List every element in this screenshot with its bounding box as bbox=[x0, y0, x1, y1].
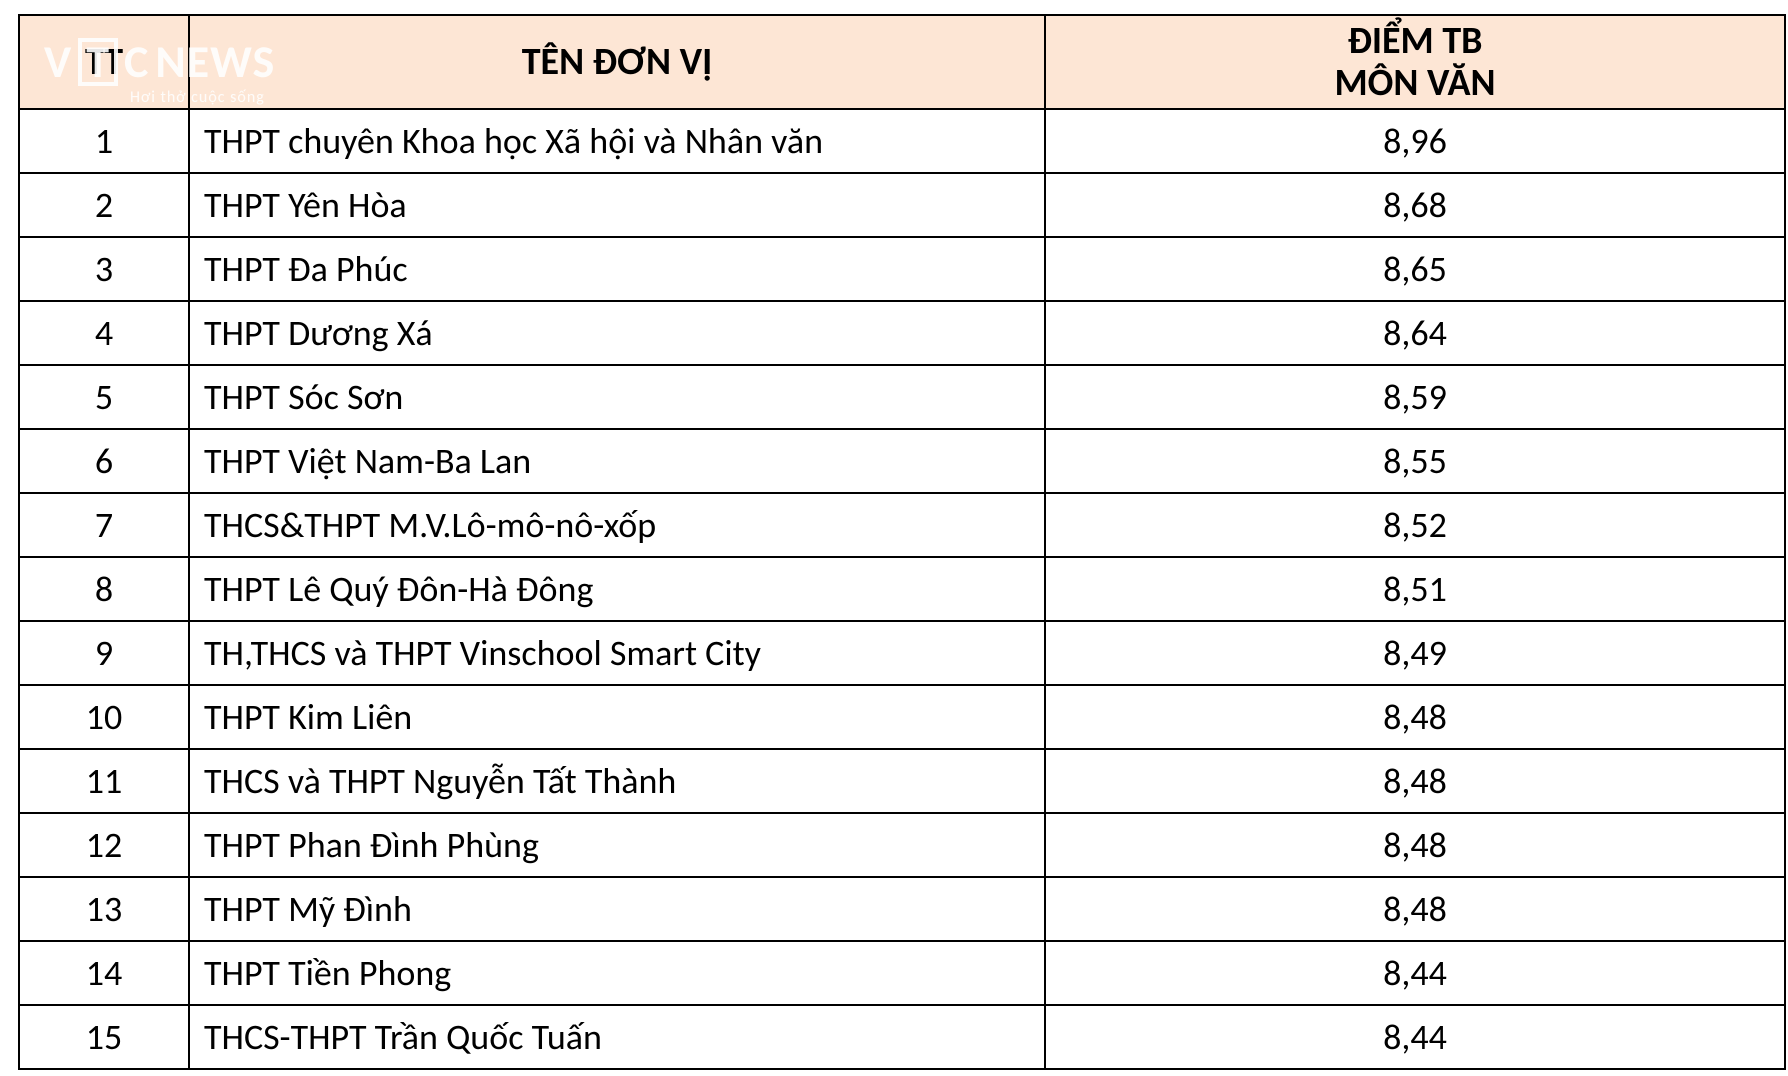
cell-name: TH,THCS và THPT Vinschool Smart City bbox=[189, 621, 1045, 685]
cell-score: 8,48 bbox=[1045, 685, 1785, 749]
cell-name: THCS&THPT M.V.Lô-mô-nô-xốp bbox=[189, 493, 1045, 557]
table-row: 10THPT Kim Liên8,48 bbox=[19, 685, 1785, 749]
cell-name: THPT Kim Liên bbox=[189, 685, 1045, 749]
table-row: 1THPT chuyên Khoa học Xã hội và Nhân văn… bbox=[19, 109, 1785, 173]
table-row: 5THPT Sóc Sơn8,59 bbox=[19, 365, 1785, 429]
table-row: 2THPT Yên Hòa8,68 bbox=[19, 173, 1785, 237]
cell-score: 8,51 bbox=[1045, 557, 1785, 621]
cell-score: 8,96 bbox=[1045, 109, 1785, 173]
table-row: 14THPT Tiền Phong8,44 bbox=[19, 941, 1785, 1005]
col-header-score-label: ĐIỂM TBMÔN VĂN bbox=[1056, 20, 1774, 104]
table-row: 8THPT Lê Quý Đôn-Hà Đông8,51 bbox=[19, 557, 1785, 621]
cell-score: 8,48 bbox=[1045, 813, 1785, 877]
cell-name: THPT Yên Hòa bbox=[189, 173, 1045, 237]
cell-name: THCS và THPT Nguyễn Tất Thành bbox=[189, 749, 1045, 813]
cell-rank: 11 bbox=[19, 749, 189, 813]
cell-name: THCS-THPT Trần Quốc Tuấn bbox=[189, 1005, 1045, 1069]
cell-rank: 1 bbox=[19, 109, 189, 173]
cell-name: THPT Phan Đình Phùng bbox=[189, 813, 1045, 877]
cell-score: 8,64 bbox=[1045, 301, 1785, 365]
table-row: 15THCS-THPT Trần Quốc Tuấn8,44 bbox=[19, 1005, 1785, 1069]
cell-score: 8,48 bbox=[1045, 877, 1785, 941]
cell-rank: 5 bbox=[19, 365, 189, 429]
cell-name: THPT Tiền Phong bbox=[189, 941, 1045, 1005]
cell-name: THPT Việt Nam-Ba Lan bbox=[189, 429, 1045, 493]
cell-rank: 2 bbox=[19, 173, 189, 237]
cell-score: 8,55 bbox=[1045, 429, 1785, 493]
table-row: 3THPT Đa Phúc8,65 bbox=[19, 237, 1785, 301]
cell-name: THPT chuyên Khoa học Xã hội và Nhân văn bbox=[189, 109, 1045, 173]
cell-rank: 7 bbox=[19, 493, 189, 557]
cell-rank: 10 bbox=[19, 685, 189, 749]
cell-score: 8,68 bbox=[1045, 173, 1785, 237]
ranking-table: TT TÊN ĐƠN VỊ ĐIỂM TBMÔN VĂN 1THPT chuyê… bbox=[18, 14, 1786, 1070]
table-row: 13THPT Mỹ Đình8,48 bbox=[19, 877, 1785, 941]
cell-rank: 12 bbox=[19, 813, 189, 877]
table-row: 12THPT Phan Đình Phùng8,48 bbox=[19, 813, 1785, 877]
cell-rank: 6 bbox=[19, 429, 189, 493]
cell-rank: 3 bbox=[19, 237, 189, 301]
table-row: 11THCS và THPT Nguyễn Tất Thành8,48 bbox=[19, 749, 1785, 813]
cell-score: 8,52 bbox=[1045, 493, 1785, 557]
col-header-name: TÊN ĐƠN VỊ bbox=[189, 15, 1045, 109]
cell-rank: 15 bbox=[19, 1005, 189, 1069]
cell-score: 8,59 bbox=[1045, 365, 1785, 429]
cell-score: 8,65 bbox=[1045, 237, 1785, 301]
cell-name: THPT Đa Phúc bbox=[189, 237, 1045, 301]
cell-score: 8,49 bbox=[1045, 621, 1785, 685]
cell-rank: 4 bbox=[19, 301, 189, 365]
table-header-row: TT TÊN ĐƠN VỊ ĐIỂM TBMÔN VĂN bbox=[19, 15, 1785, 109]
cell-score: 8,48 bbox=[1045, 749, 1785, 813]
cell-rank: 13 bbox=[19, 877, 189, 941]
table-body: 1THPT chuyên Khoa học Xã hội và Nhân văn… bbox=[19, 109, 1785, 1069]
cell-name: THPT Mỹ Đình bbox=[189, 877, 1045, 941]
cell-rank: 14 bbox=[19, 941, 189, 1005]
cell-score: 8,44 bbox=[1045, 1005, 1785, 1069]
col-header-rank: TT bbox=[19, 15, 189, 109]
cell-rank: 8 bbox=[19, 557, 189, 621]
cell-score: 8,44 bbox=[1045, 941, 1785, 1005]
col-header-score: ĐIỂM TBMÔN VĂN bbox=[1045, 15, 1785, 109]
table-row: 9TH,THCS và THPT Vinschool Smart City8,4… bbox=[19, 621, 1785, 685]
table-row: 7THCS&THPT M.V.Lô-mô-nô-xốp8,52 bbox=[19, 493, 1785, 557]
table-row: 6THPT Việt Nam-Ba Lan8,55 bbox=[19, 429, 1785, 493]
cell-name: THPT Dương Xá bbox=[189, 301, 1045, 365]
cell-rank: 9 bbox=[19, 621, 189, 685]
table-row: 4THPT Dương Xá8,64 bbox=[19, 301, 1785, 365]
cell-name: THPT Sóc Sơn bbox=[189, 365, 1045, 429]
cell-name: THPT Lê Quý Đôn-Hà Đông bbox=[189, 557, 1045, 621]
